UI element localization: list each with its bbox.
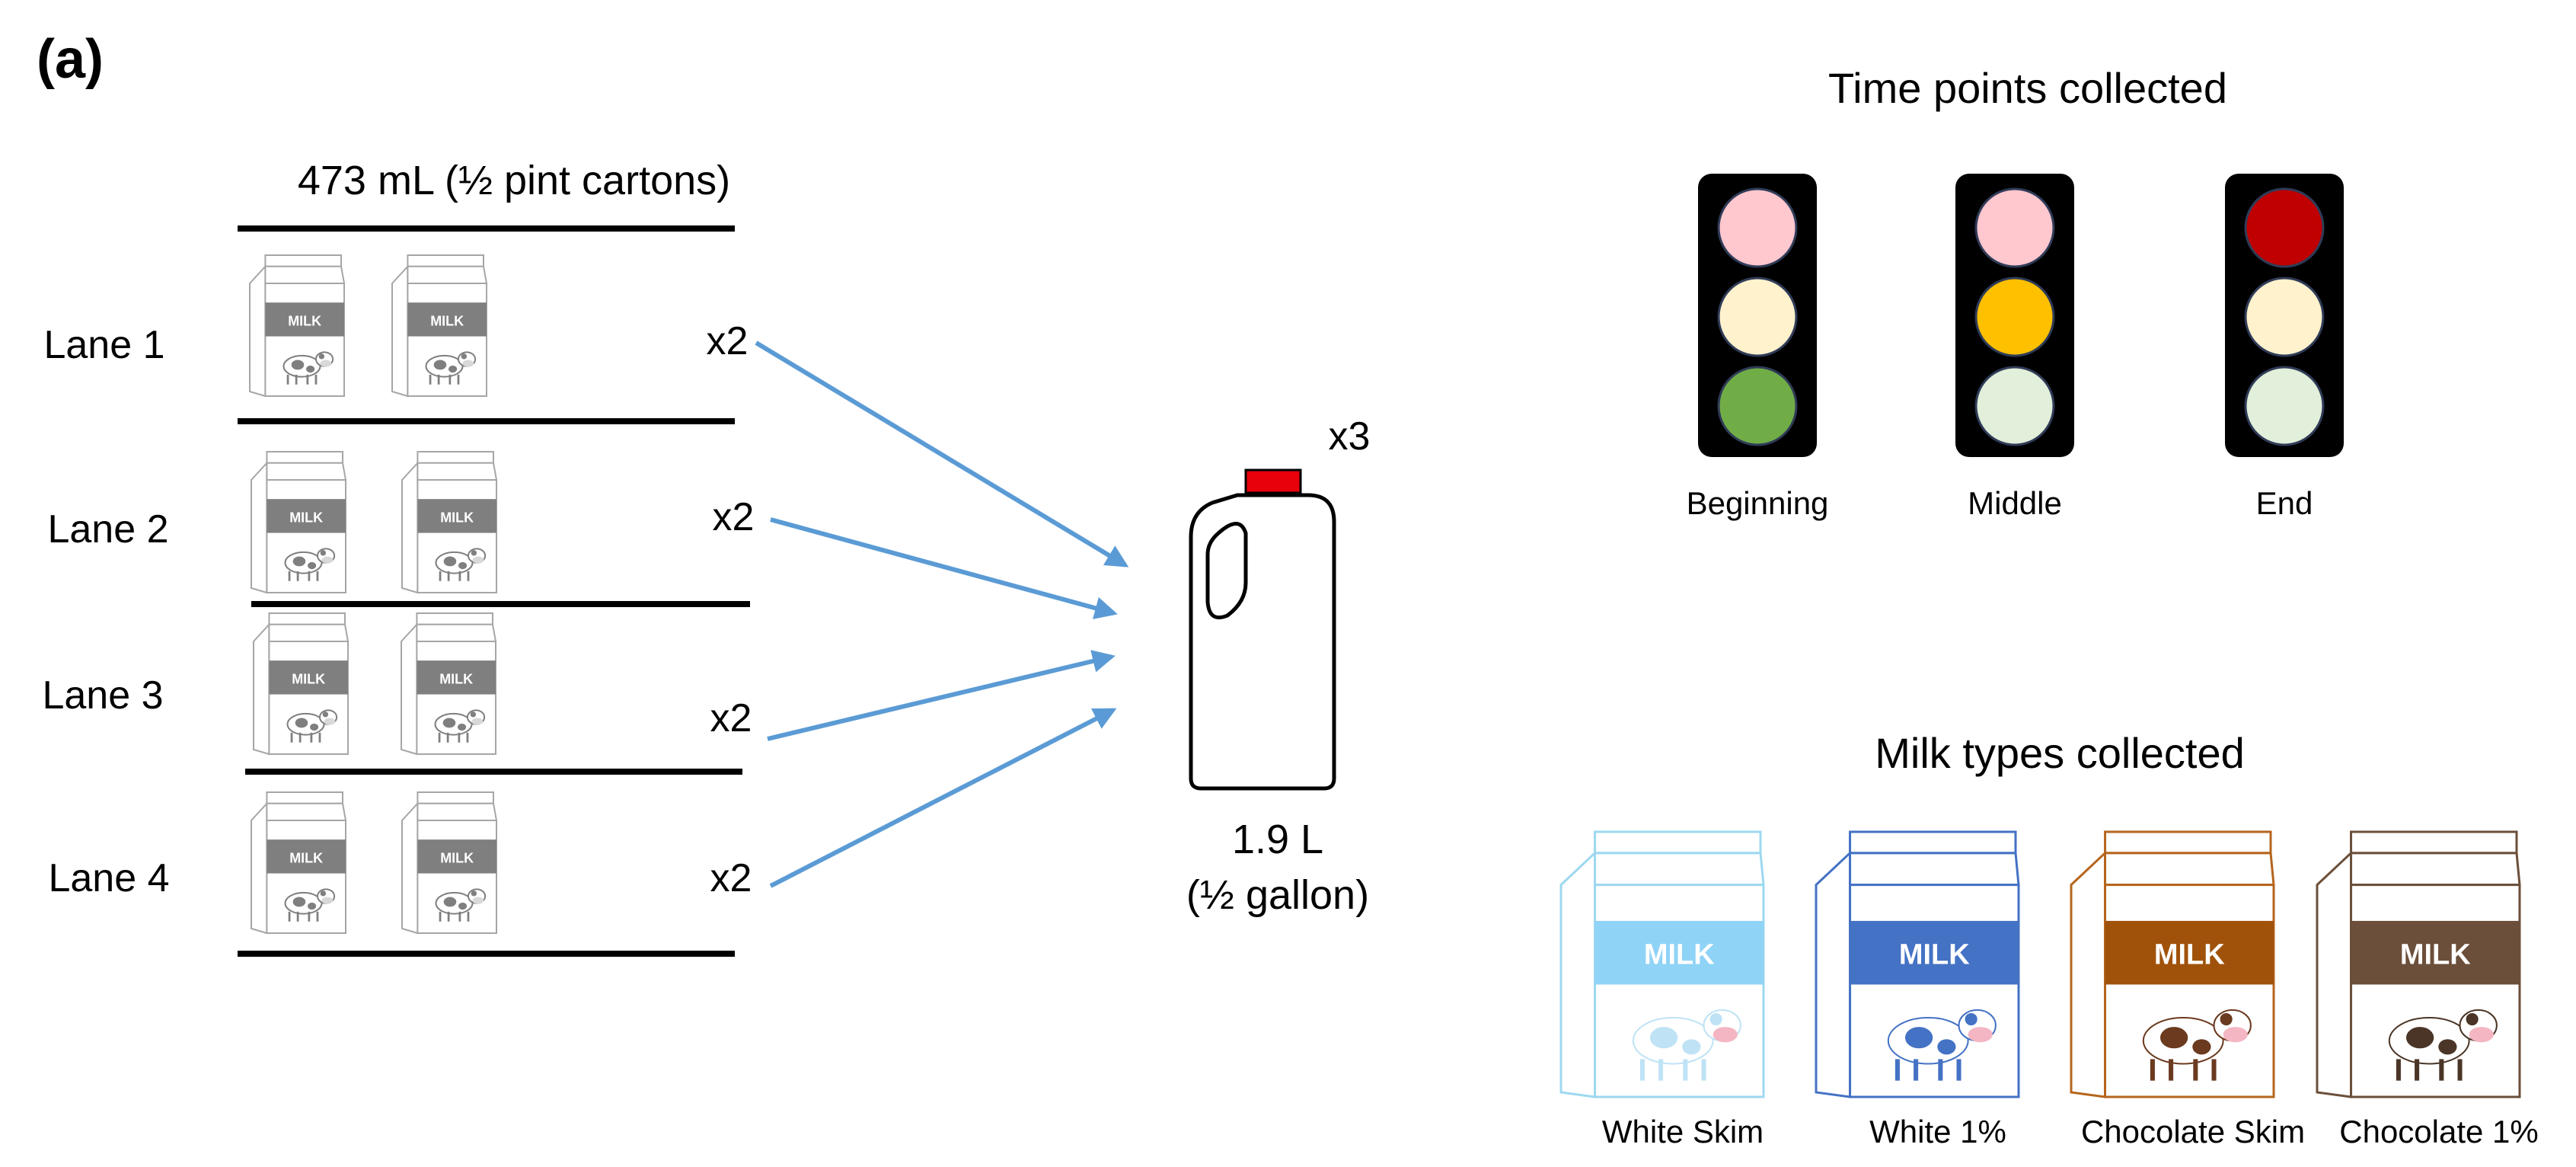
carton-label: MILK [289,510,323,525]
time-point-label: Middle [1968,485,2062,521]
carton-label: MILK [292,671,325,686]
lane-4: Lane 4 x2 MILK MILK [48,791,752,935]
jug-multiplier: x3 [1329,414,1371,459]
lanes: Lane 1 x2 MILK MILK Lane 2 x2 MILK MILK La… [42,254,755,935]
lane-label: Lane 2 [47,507,168,552]
cow-icon [284,888,336,922]
traffic-light-lamp [1717,277,1798,357]
lane-cartons: MILK MILK [251,451,498,594]
arrow [755,341,1129,568]
traffic-lights: Beginning Middle End [1687,174,2344,521]
jug-volume-alt: (½ gallon) [1186,872,1369,918]
small-milk-carton-icon: MILK [249,254,346,398]
carton-label: MILK [440,850,474,865]
milk-type-label: Chocolate 1% [2339,1114,2539,1149]
lane-multiplier: x2 [710,856,752,900]
traffic-light-beginning: Beginning [1687,174,1829,521]
time-point-label: Beginning [1687,485,1829,521]
jug-cap [1244,468,1302,494]
arrow [769,708,1117,888]
lane-3: Lane 3 x2 MILK MILK [42,612,752,756]
lane-cartons: MILK MILK [251,791,498,935]
cow-icon [282,351,334,385]
cow-icon [2388,1009,2498,1081]
milk-types-title: Milk types collected [1875,729,2245,777]
lane-label: Lane 3 [42,673,163,718]
milk-type-carton-1: MILK [1559,830,1765,1098]
small-milk-carton-icon: MILK [253,612,350,756]
carton-label: MILK [2154,939,2225,971]
milk-type-label: White Skim [1602,1114,1764,1149]
cow-icon [2142,1009,2252,1081]
small-milk-carton-icon: MILK [251,451,347,594]
carton-volume-header: 473 mL (½ pint cartons) [298,158,730,203]
cow-icon [1632,1009,1741,1081]
lane-multiplier: x2 [710,696,752,740]
milk-type-carton-2: MILK [1815,830,2020,1098]
milk-type-carton-3: MILK [2070,830,2275,1098]
lane-2: Lane 2 x2 MILK MILK [47,451,755,594]
cow-icon [286,709,338,743]
jug-volume: 1.9 L [1232,817,1323,862]
carton-label: MILK [289,850,323,865]
small-milk-carton-icon: MILK [401,612,497,756]
cow-icon [1887,1009,1997,1081]
small-milk-carton-icon: MILK [251,791,347,935]
carton-label: MILK [440,510,474,525]
carton-label: MILK [430,313,464,328]
jug-handle [1205,522,1248,620]
traffic-light-lamp [1717,187,1798,268]
gallon-jug: x3 1.9 L (½ gallon) [1186,414,1371,918]
milk-type-carton-4: MILK [2316,830,2521,1098]
panel-label: (a) [37,29,104,90]
arrow [770,517,1118,619]
traffic-light-lamp [2244,277,2325,357]
carton-label: MILK [1644,939,1715,971]
traffic-light-lamp [1974,277,2055,357]
traffic-light-lamp [2244,187,2325,268]
small-milk-carton-icon: MILK [391,254,488,398]
lane-label: Lane 4 [48,856,169,900]
milk-type-label: Chocolate Skim [2081,1114,2305,1149]
carton-label: MILK [1899,939,1970,971]
traffic-light-end: End [2225,174,2344,521]
milk-type-label: White 1% [1869,1114,2006,1149]
traffic-light-lamp [1974,366,2055,446]
time-points-title: Time points collected [1828,64,2227,112]
traffic-light-lamp [2244,366,2325,446]
lane-multiplier: x2 [713,495,755,539]
time-point-label: End [2256,485,2313,521]
cow-icon [434,709,486,743]
lane-separators [238,225,750,957]
traffic-light-lamp [1717,366,1798,446]
lane-cartons: MILK MILK [249,254,488,398]
cow-icon [435,548,487,581]
cow-icon [435,888,487,922]
arrow [767,650,1116,741]
traffic-light-middle: Middle [1955,174,2074,521]
lane-multiplier: x2 [707,319,749,363]
cow-icon [425,351,477,385]
carton-label: MILK [2400,939,2471,971]
lane-cartons: MILK MILK [253,612,497,756]
carton-label: MILK [288,313,321,328]
lane-1: Lane 1 x2 MILK MILK [43,254,749,398]
carton-label: MILK [439,671,473,686]
small-milk-carton-icon: MILK [401,451,498,594]
lane-label: Lane 1 [43,323,164,367]
small-milk-carton-icon: MILK [401,791,498,935]
traffic-light-lamp [1974,187,2055,268]
lane-to-jug-arrows [755,341,1129,888]
cow-icon [284,548,336,581]
milk-type-cartons: MILK White Skim MILK White 1% MILK Chocolate … [1559,830,2539,1149]
